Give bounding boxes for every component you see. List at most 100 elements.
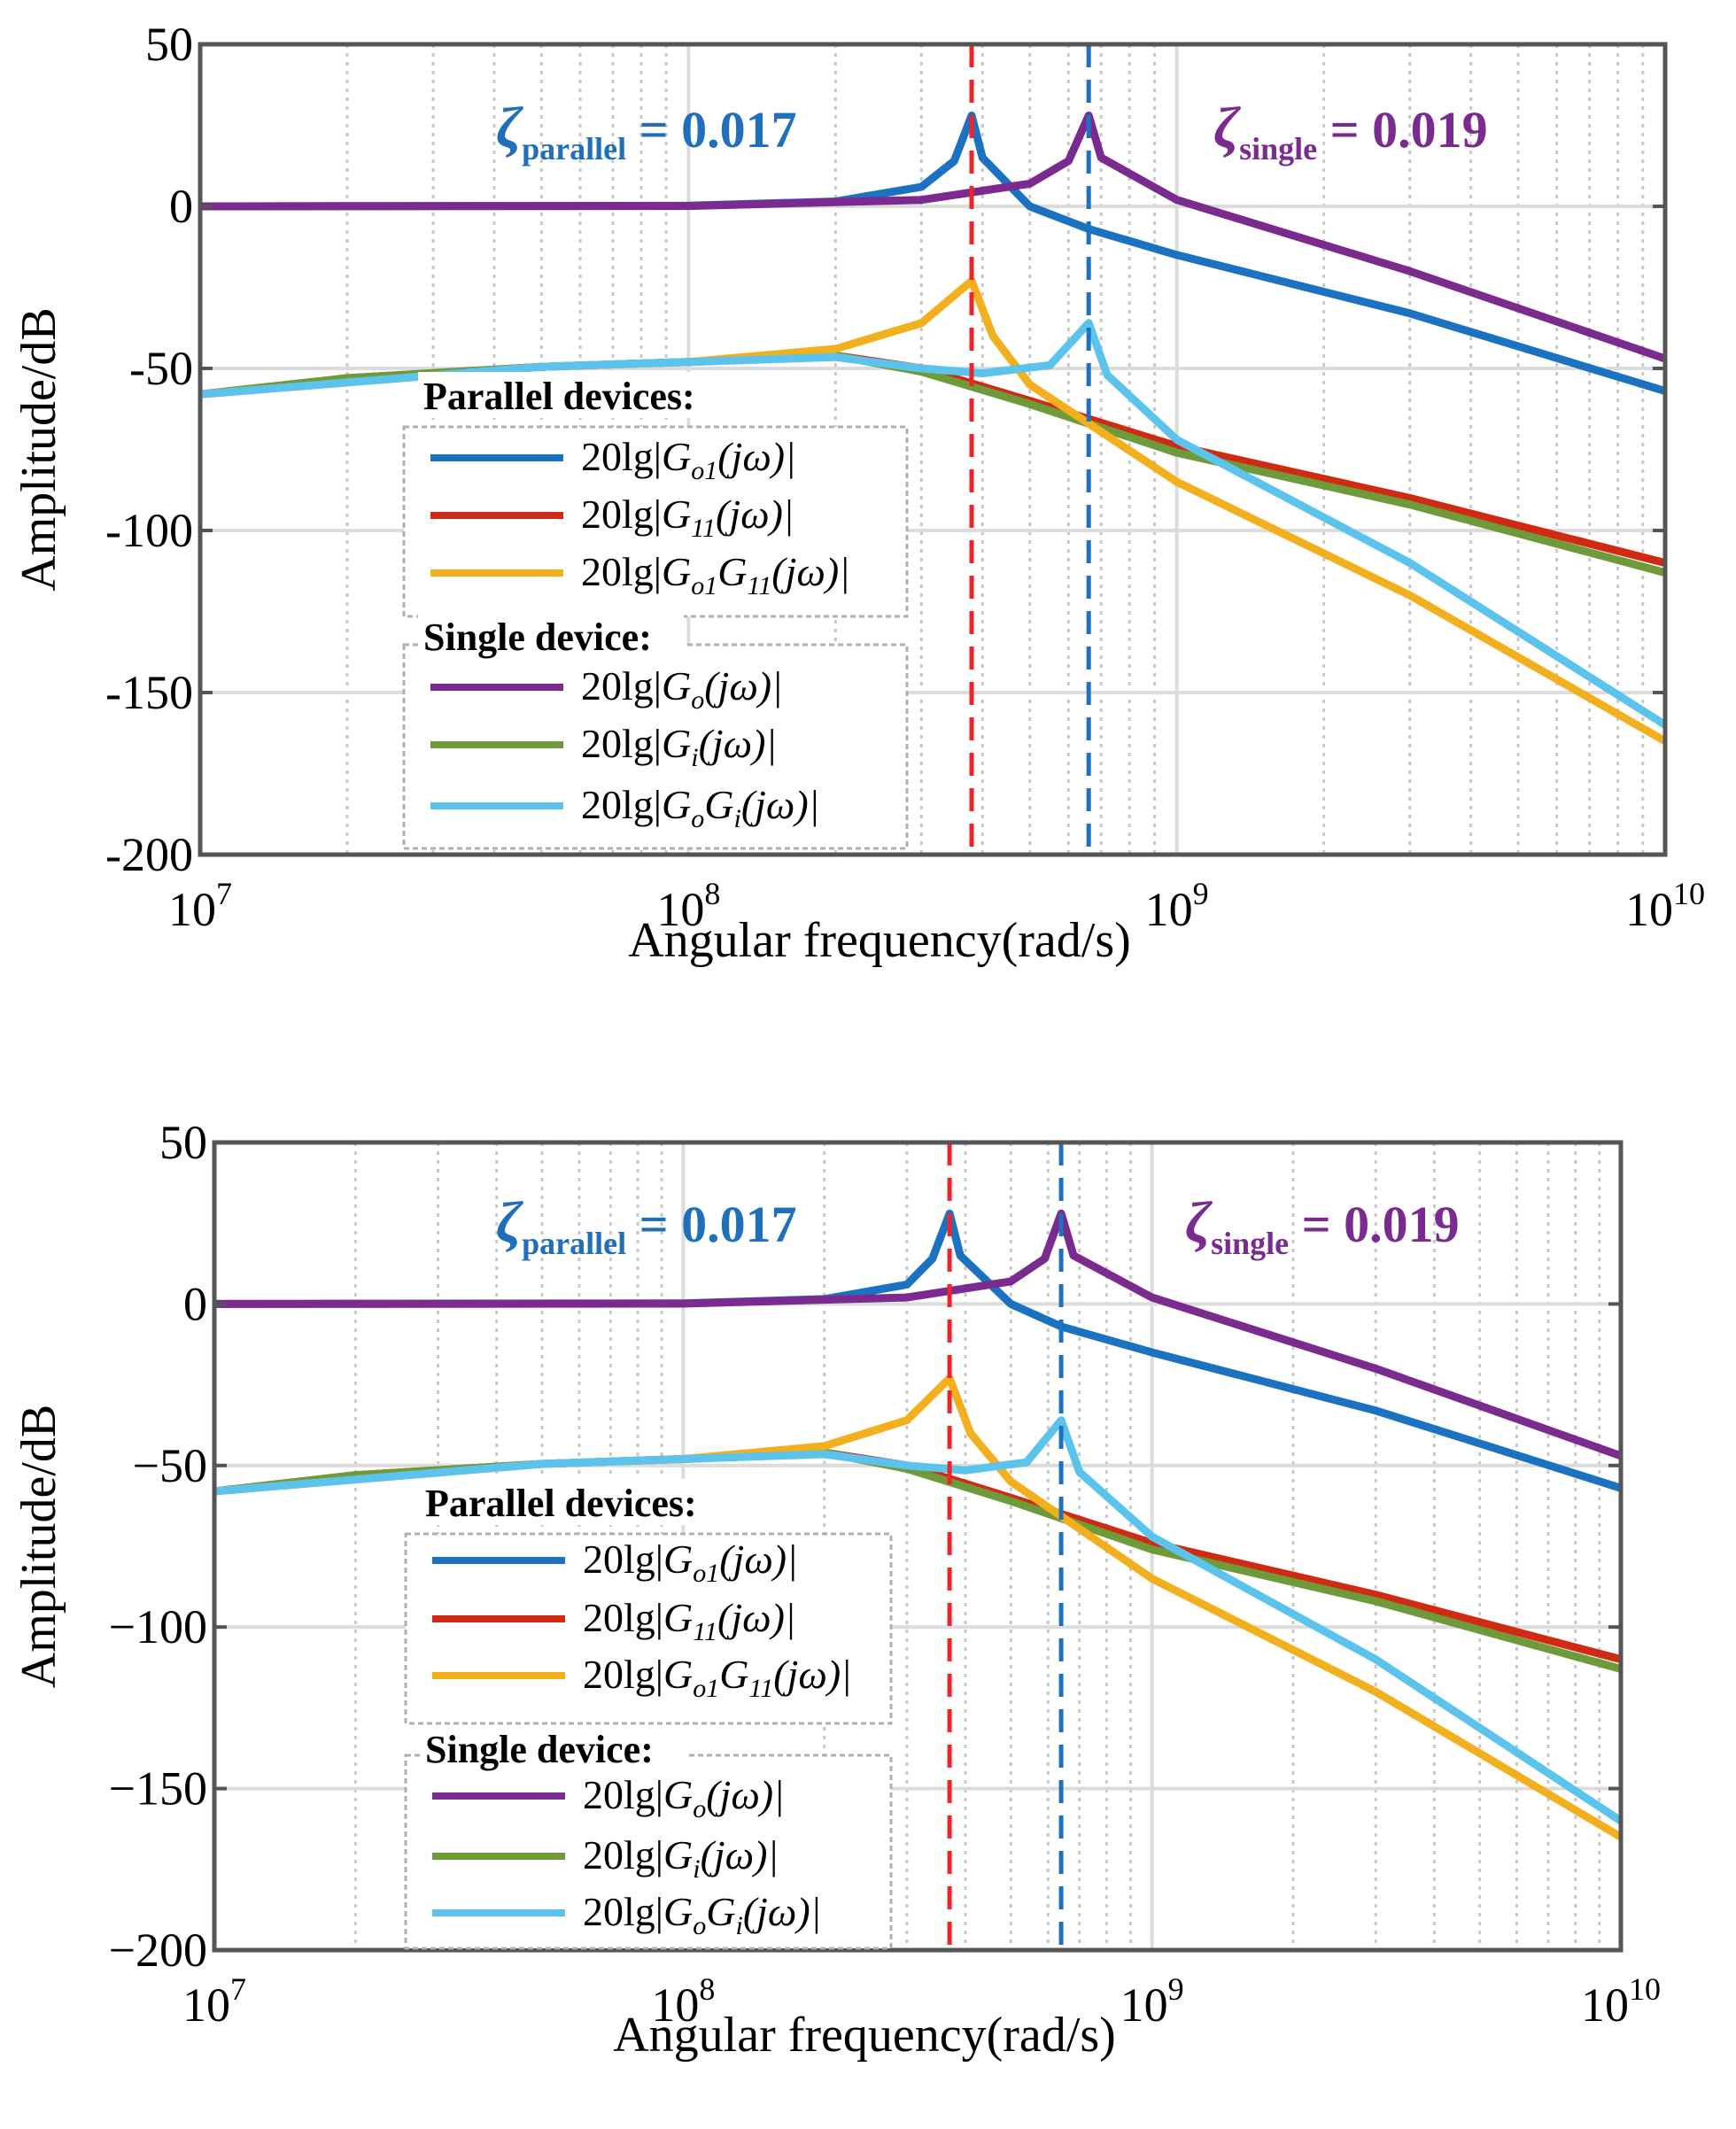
legend-label-Go1G11: 20lg|Go1G11(jω)| [581,549,850,600]
y-tick-label: −200 [109,1924,207,1977]
legend-label-subscript2: i [735,1911,742,1940]
x-tick-label: 108 [651,1971,715,2032]
legend-label-suffix: (jω)| [771,549,850,594]
legend-label-subscript: o1 [691,456,717,485]
zeta-subscript: parallel [522,131,626,166]
x-tick-base: 10 [1625,883,1673,936]
legend-label-symbol: G [663,1889,693,1934]
x-tick-exponent: 9 [1168,1971,1184,2007]
legend-label-prefix: 20lg| [581,492,662,537]
plot-frame [198,42,1668,857]
legend-label-Go1: 20lg|Go1(jω)| [583,1537,798,1588]
legend-label-suffix: (jω)| [719,1537,798,1582]
x-tick-base: 10 [656,883,704,936]
x-tick-exponent: 8 [704,876,720,911]
legend-label-prefix: 20lg| [583,1652,663,1697]
damping-annotation-1: ζsingle = 0.019 [1213,96,1488,166]
y-tick-label: -100 [105,504,193,557]
legend-label-subscript: o1 [691,571,717,600]
legend-label-prefix: 20lg| [583,1772,663,1817]
x-tick-exponent: 10 [1629,1971,1661,2007]
legend-label-subscript: o [691,685,704,715]
legend-label-suffix: (jω)| [773,1652,852,1697]
zeta-value: = 0.019 [1289,1196,1460,1253]
legend-label-suffix: (jω)| [716,492,794,537]
legend-label-symbol: G [663,1595,693,1640]
legend-label-symbol: G [663,1537,693,1582]
legend-label-subscript: i [693,1854,700,1884]
damping-annotation-1: ζsingle = 0.019 [1185,1190,1460,1261]
legend-label-prefix: 20lg| [581,434,662,479]
y-tick-label: −100 [109,1600,207,1653]
legend: Parallel devices:20lg|Go1(jω)|20lg|G11(j… [404,1479,893,1950]
legend-label-symbol2: G [719,1652,748,1697]
x-tick-base: 10 [1120,1978,1168,2032]
legend-label-suffix: (jω)| [699,721,778,766]
legend-label-subscript2: 11 [748,1674,773,1703]
legend-label-symbol2: G [706,1889,735,1934]
legend-label-symbol: G [662,721,691,766]
legend-label-symbol: G [662,492,691,537]
legend-group-title: Single device: [425,1728,654,1771]
legend-label-prefix: 20lg| [581,549,662,594]
legend-label-prefix: 20lg| [581,782,662,827]
y-axis-label: Amplitude/dB [12,1405,66,1688]
legend-label-Go: 20lg|Go(jω)| [583,1772,785,1823]
legend-label-symbol: G [662,663,691,708]
zeta-value: = 0.019 [1317,101,1488,159]
legend-group-title: Parallel devices: [425,1482,697,1525]
x-tick-exponent: 7 [216,876,232,911]
x-tick-base: 10 [651,1978,699,2032]
legend-label-subscript: 11 [691,514,716,543]
legend-title-bg [420,1479,739,1525]
x-tick-label: 108 [656,876,720,936]
zeta-symbol: ζ [496,1190,523,1255]
legend-label-subscript: o [693,1911,706,1940]
legend-label-subscript: i [691,743,698,772]
y-tick-label: 50 [159,1116,207,1169]
legend-group-title: Single device: [423,615,652,659]
zeta-value: = 0.017 [626,1196,797,1253]
x-tick-label: 1010 [1625,876,1705,936]
legend-label-subscript: o1 [693,1674,719,1703]
zeta-symbol: ζ [1185,1190,1213,1255]
legend-label-suffix: (jω)| [717,1595,796,1640]
legend-label-suffix: (jω)| [706,1772,785,1817]
legend-label-symbol2: G [717,549,747,594]
legend-label-prefix: 20lg| [581,721,662,766]
legend-label-suffix: (jω)| [717,434,796,479]
x-axis-label: Angular frequency(rad/s) [628,913,1131,968]
x-axis-label: Angular frequency(rad/s) [613,2008,1116,2063]
y-tick-label: -200 [105,828,193,881]
legend-group-title: Parallel devices: [423,375,695,418]
series-line-Go [200,112,1665,363]
legend-label-symbol: G [663,1772,693,1817]
damping-annotation-0: ζparallel = 0.017 [496,96,797,166]
legend-label-Go: 20lg|Go(jω)| [581,663,783,715]
zeta-subscript: parallel [522,1226,626,1261]
x-tick-exponent: 7 [230,1971,246,2007]
legend-label-suffix: (jω)| [704,663,783,708]
x-tick-base: 10 [168,883,216,936]
legend-label-Go1: 20lg|Go1(jω)| [581,434,796,485]
series-line-Go1 [214,1209,1621,1492]
y-tick-label: 50 [145,18,193,71]
y-tick-label: -50 [129,342,193,395]
legend-label-Gi: 20lg|Gi(jω)| [581,721,777,772]
x-tick-exponent: 8 [699,1971,715,2007]
series-line-GoGi [214,1416,1621,1825]
legend-label-subscript: o [691,804,704,833]
x-tick-base: 10 [1145,883,1193,936]
zeta-subscript: single [1211,1226,1289,1261]
y-tick-label: −50 [133,1439,207,1492]
series-line-Go [214,1209,1621,1460]
legend-label-prefix: 20lg| [583,1595,663,1640]
y-tick-label: −150 [109,1762,207,1815]
legend-label-symbol: G [663,1832,693,1877]
legend-label-symbol: G [662,549,691,594]
legend-label-prefix: 20lg| [583,1537,663,1582]
legend-label-prefix: 20lg| [583,1832,663,1877]
legend-label-suffix: (jω)| [743,1889,822,1934]
